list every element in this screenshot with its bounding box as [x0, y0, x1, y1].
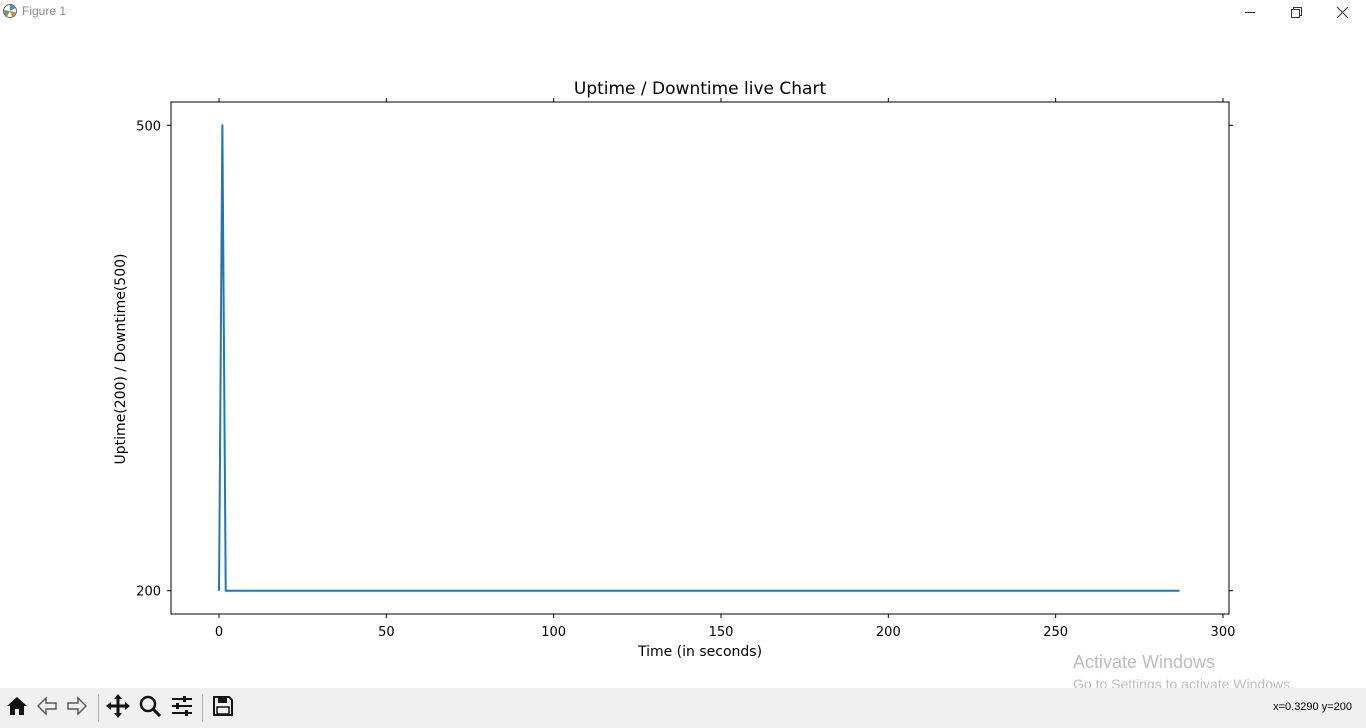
navigation-toolbar: x=0.3290 y=200: [0, 688, 1366, 728]
zoom-icon: [138, 694, 162, 722]
x-tick-label: 300: [1211, 625, 1236, 640]
minimize-icon: [1245, 7, 1255, 17]
chart-canvas[interactable]: Uptime / Downtime live Chart Time (in se…: [0, 24, 1366, 688]
y-tick-label: 500: [136, 119, 161, 134]
x-axis-label: Time (in seconds): [637, 644, 762, 660]
plot-frame: [170, 101, 1230, 615]
save-icon: [211, 694, 235, 722]
toolbar-separator: [202, 694, 203, 722]
restore-button[interactable]: [1273, 0, 1319, 24]
save-button[interactable]: [208, 692, 238, 724]
series-group: [218, 124, 1180, 592]
restore-icon: [1290, 6, 1302, 18]
forward-button[interactable]: [62, 692, 92, 724]
x-tick-label: 150: [709, 625, 734, 640]
minimize-button[interactable]: [1227, 0, 1273, 24]
x-tick-label: 250: [1043, 625, 1068, 640]
x-tick-label: 50: [378, 625, 395, 640]
y-axis-label: Uptime(200) / Downtime(500): [113, 254, 129, 465]
close-icon: [1336, 6, 1348, 18]
chart-title: Uptime / Downtime live Chart: [574, 79, 827, 99]
window-title: Figure 1: [22, 4, 67, 18]
toolbar-separator: [98, 694, 99, 722]
activation-watermark-title: Activate Windows: [1073, 652, 1216, 672]
pan-icon: [105, 693, 131, 723]
configure-subplots-icon: [170, 694, 194, 722]
y-axis: 200 500: [136, 119, 1233, 600]
series-line: [218, 124, 1180, 592]
configure-subplots-button[interactable]: [167, 692, 197, 724]
cursor-coordinates: x=0.3290 y=200: [1273, 701, 1352, 713]
x-tick-label: 100: [541, 625, 566, 640]
close-button[interactable]: [1319, 0, 1365, 24]
x-tick-label: 0: [215, 625, 223, 640]
y-tick-label: 200: [136, 585, 161, 600]
x-tick-label: 200: [876, 625, 901, 640]
back-icon: [35, 694, 59, 722]
matplotlib-icon: [2, 3, 18, 19]
forward-icon: [65, 694, 89, 722]
pan-button[interactable]: [103, 692, 133, 724]
home-button[interactable]: [2, 692, 32, 724]
window-titlebar: Figure 1: [0, 0, 1366, 24]
zoom-button[interactable]: [135, 692, 165, 724]
x-axis: 0 50 100 150 200 250 300: [215, 98, 1236, 640]
home-icon: [5, 694, 29, 722]
back-button[interactable]: [32, 692, 62, 724]
